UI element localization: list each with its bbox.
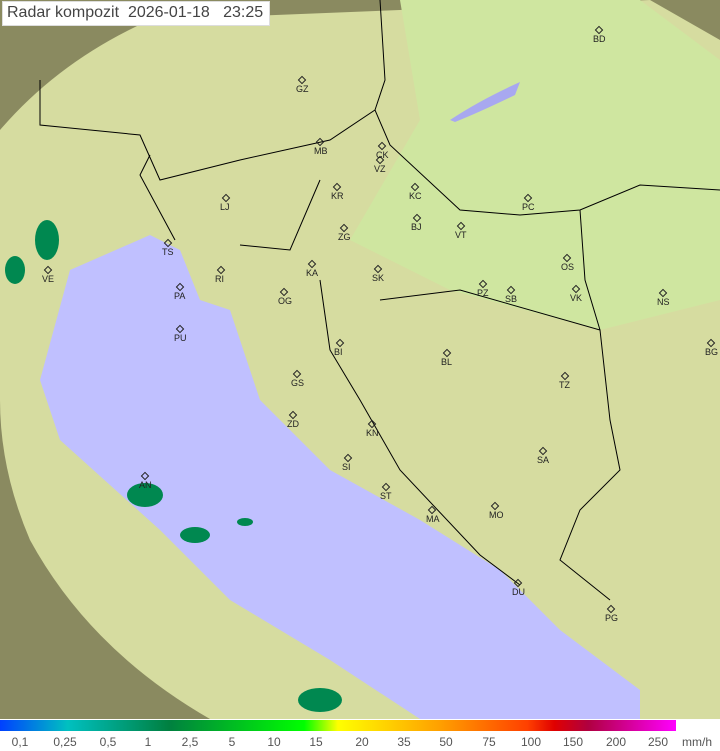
city-label: BL — [441, 357, 453, 367]
city-label: ST — [380, 491, 392, 501]
city-label: VE — [42, 274, 55, 284]
legend-label: 15 — [309, 735, 323, 749]
city-label: PU — [174, 333, 187, 343]
city-label: RI — [215, 274, 224, 284]
city-label: SB — [505, 294, 518, 304]
city-label: KR — [331, 191, 344, 201]
city-label: TZ — [559, 380, 570, 390]
legend-label: 100 — [520, 735, 542, 749]
legend-label: 250 — [647, 735, 669, 749]
city-label: TS — [162, 247, 174, 257]
city-label: OS — [561, 262, 575, 272]
city-label: DU — [512, 587, 525, 597]
legend-label: 35 — [397, 735, 411, 749]
legend-label: 75 — [482, 735, 496, 749]
city-label: LJ — [220, 202, 230, 212]
city-label: AN — [139, 480, 152, 490]
city-label: GZ — [296, 84, 309, 94]
lake-balaton — [450, 82, 520, 122]
city-label: PA — [174, 291, 186, 301]
city-label: OG — [278, 296, 293, 306]
legend-label: 50 — [439, 735, 453, 749]
city-label: GS — [291, 378, 305, 388]
city-label: MO — [489, 510, 504, 520]
city-label: PG — [605, 613, 619, 623]
legend-label: 1 — [144, 735, 152, 749]
legend-label: 2,5 — [181, 735, 199, 749]
city-label: ZD — [287, 419, 299, 429]
legend-label: 0,25 — [53, 735, 77, 749]
legend-label: 0,1 — [11, 735, 29, 749]
legend-label: 150 — [562, 735, 584, 749]
title-time: 23:25 — [223, 4, 264, 21]
map-title: Radar kompozit 2026-01-18 23:25 — [2, 1, 271, 26]
precipitation-legend-bar — [0, 720, 676, 731]
city-label: KA — [306, 268, 319, 278]
legend-unit: mm/h — [682, 735, 712, 749]
city-label: BD — [593, 34, 606, 44]
legend-label: 20 — [355, 735, 369, 749]
city-label: BJ — [411, 222, 422, 232]
radar-map[interactable] — [0, 0, 720, 719]
title-date: 2026-01-18 — [127, 4, 210, 21]
city-label: SK — [372, 273, 385, 283]
city-label: VZ — [374, 164, 386, 174]
city-label: SA — [537, 455, 550, 465]
rain-cells — [5, 220, 342, 712]
city-label: MB — [314, 146, 328, 156]
city-label: SI — [342, 462, 351, 472]
city-label: PC — [522, 202, 535, 212]
green-lowland — [350, 0, 720, 330]
city-label: ZG — [338, 232, 351, 242]
city-label: NS — [657, 297, 670, 307]
title-text: Radar kompozit — [7, 4, 120, 21]
city-label: KC — [409, 191, 422, 201]
legend-label: 5 — [228, 735, 236, 749]
legend-label: 200 — [605, 735, 627, 749]
city-label: CK — [376, 150, 389, 160]
borders — [39, 0, 720, 601]
adriatic-sea — [40, 235, 640, 719]
city-label: PZ — [477, 288, 489, 298]
city-label: VK — [570, 293, 583, 303]
city-label: BG — [705, 347, 719, 357]
city-label: VT — [455, 230, 467, 240]
legend-label: 10 — [267, 735, 281, 749]
city-label: KN — [366, 428, 379, 438]
legend-label: 0,5 — [99, 735, 117, 749]
city-label: BI — [334, 347, 343, 357]
city-label: MA — [426, 514, 440, 524]
